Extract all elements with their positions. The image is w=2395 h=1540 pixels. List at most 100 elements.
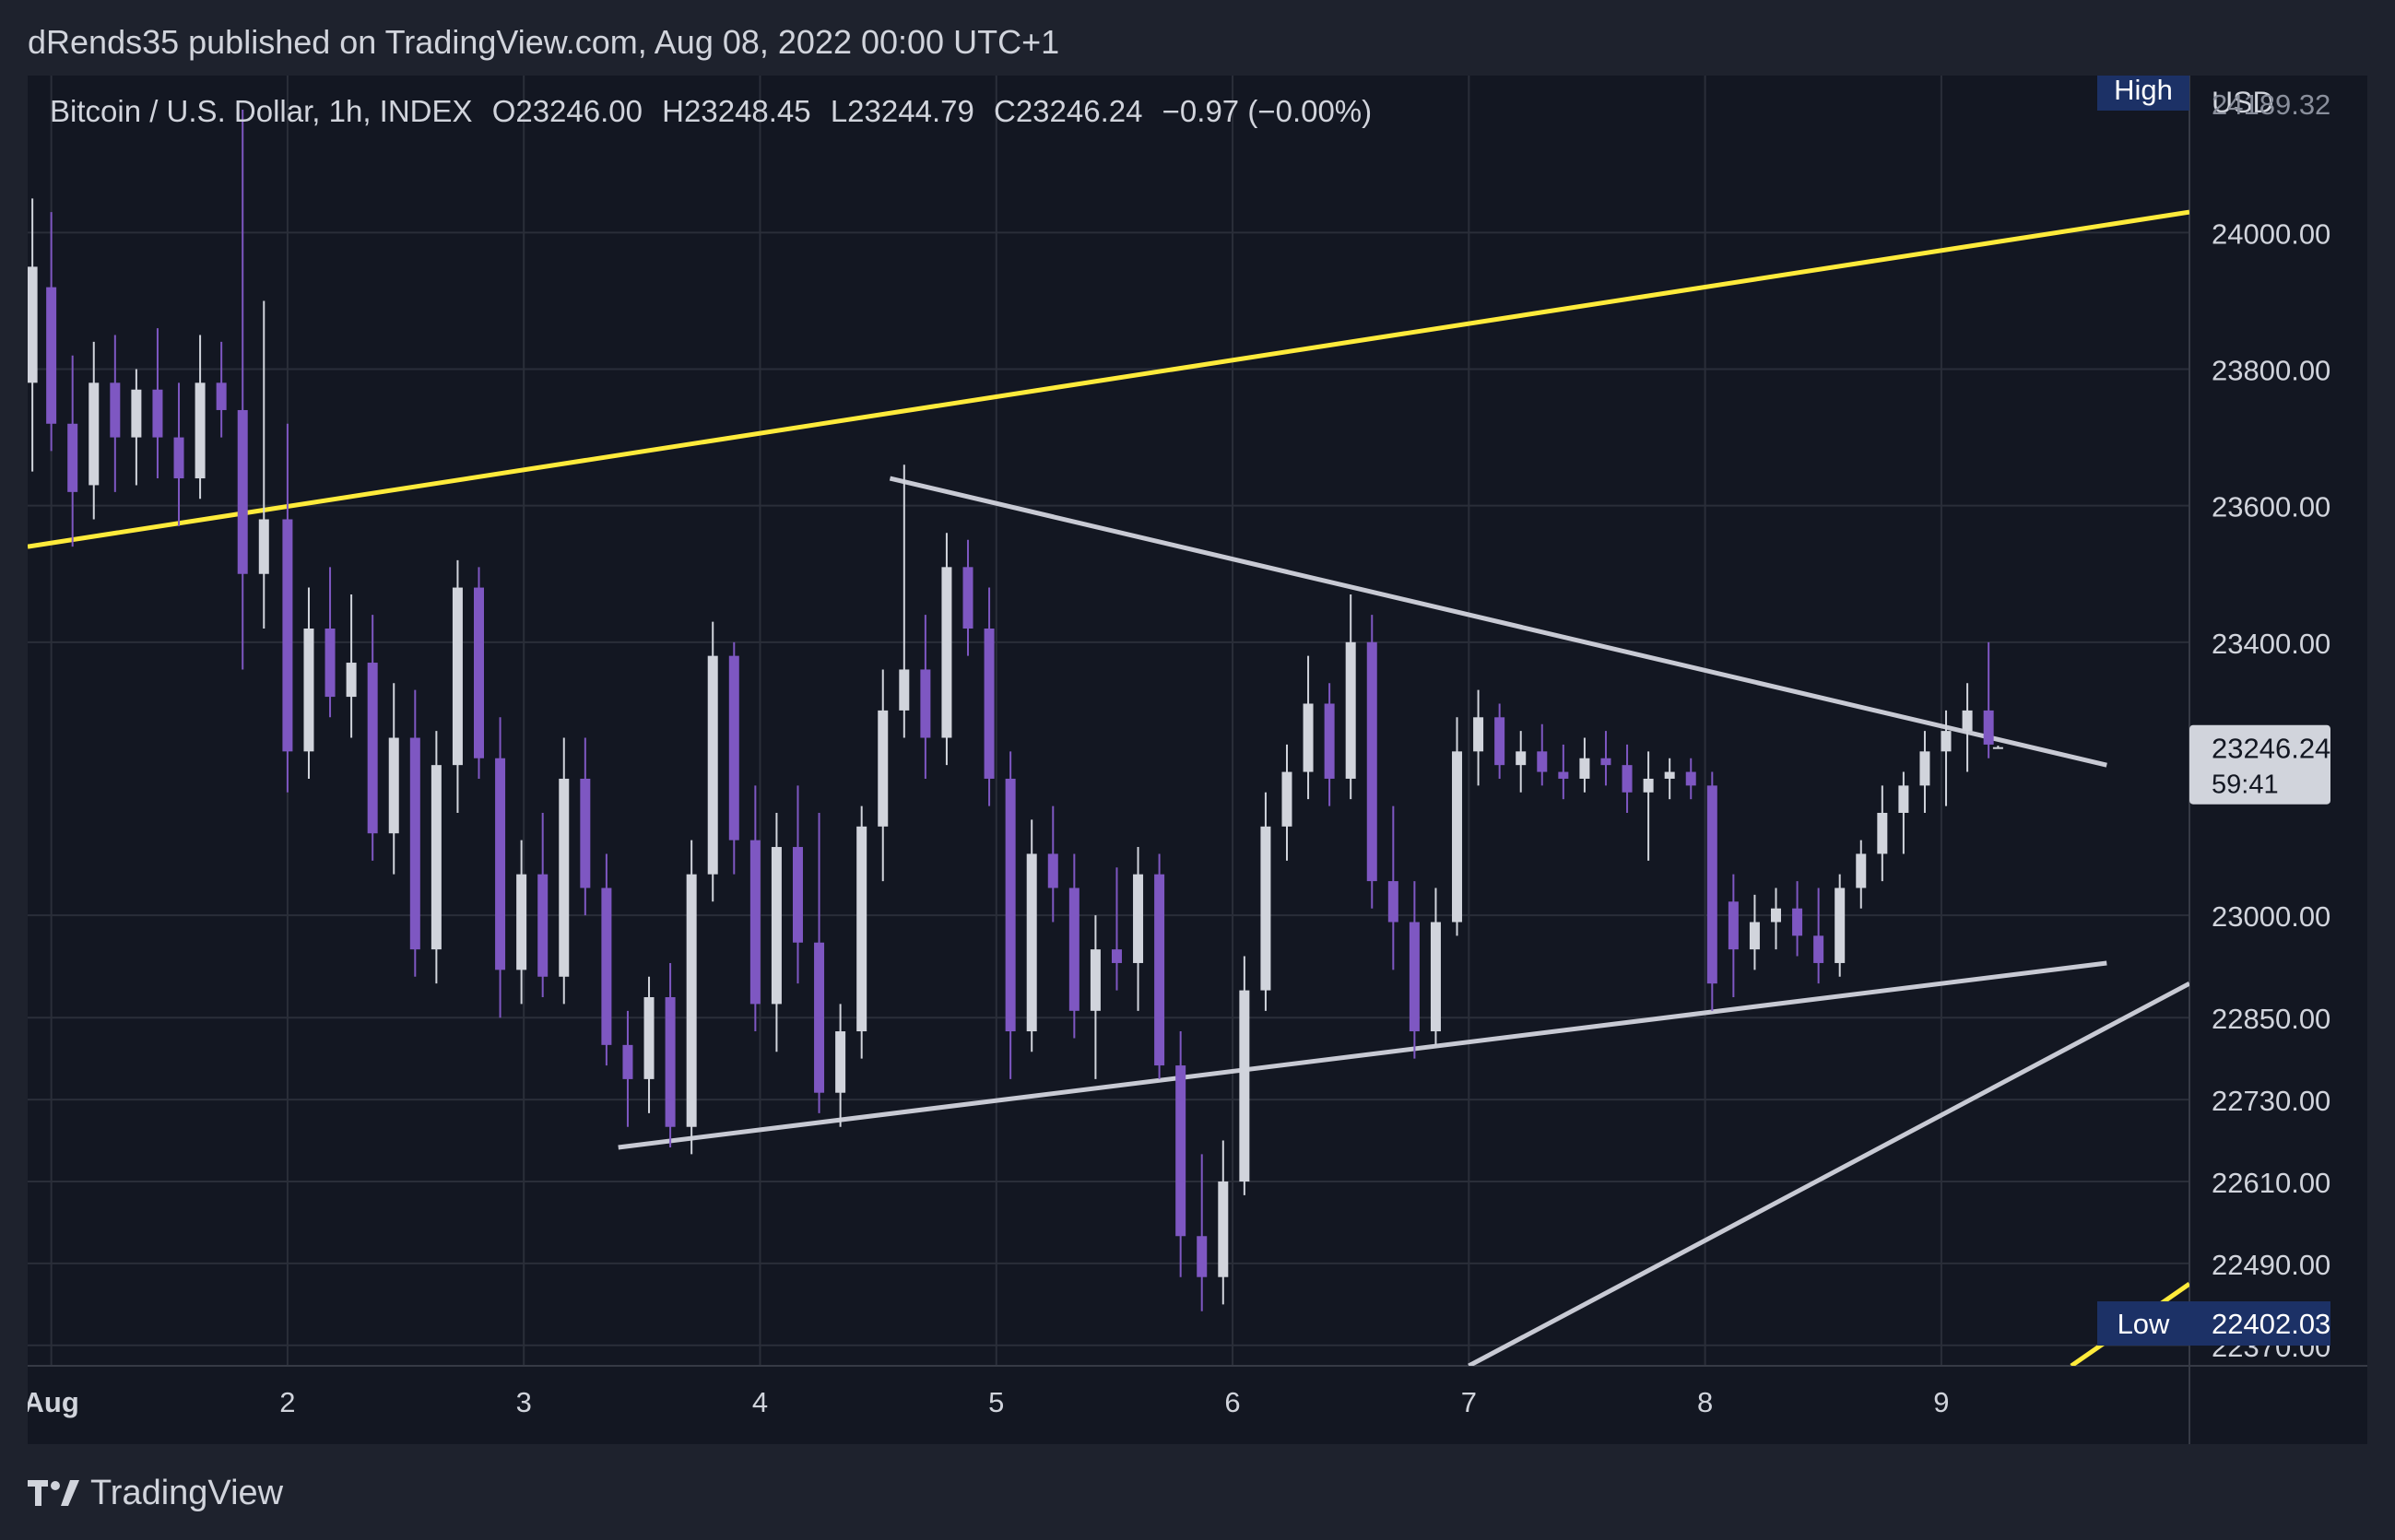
y-tick-label: 22850.00 — [2212, 1003, 2330, 1035]
candle-body — [771, 847, 782, 1005]
candle-body — [1537, 751, 1548, 772]
legend-change: −0.97 (−0.00%) — [1162, 94, 1373, 128]
candle-body — [580, 778, 591, 888]
candle-body — [1749, 922, 1760, 950]
candle-body — [28, 266, 38, 383]
candle-body — [1941, 731, 1952, 752]
candle-body — [1111, 949, 1122, 963]
candle-body — [1345, 641, 1356, 779]
y-tick-label: 22610.00 — [2212, 1167, 2330, 1199]
candle-body — [1898, 785, 1909, 813]
candle-body — [856, 826, 867, 1032]
candle-body — [1197, 1236, 1208, 1277]
candle-body — [1919, 751, 1930, 786]
candle-body — [814, 942, 825, 1093]
candle-body — [1771, 908, 1782, 923]
y-tick-label: 23600.00 — [2212, 491, 2330, 523]
candle-body — [1622, 765, 1633, 793]
price-badges: High 24189.32 Low 22402.03 23246.24 59:41 — [2097, 76, 2330, 1346]
candle-body — [622, 1044, 633, 1079]
x-tick-label: 9 — [1933, 1386, 1949, 1418]
candle-body — [388, 737, 399, 834]
x-tick-label: 5 — [988, 1386, 1004, 1418]
candle-body — [899, 669, 910, 711]
candle-body — [1579, 758, 1590, 779]
candle-body — [878, 710, 889, 827]
candle-body — [1877, 813, 1888, 854]
candle-body — [67, 423, 78, 492]
candle-body — [707, 655, 718, 875]
candlestick-chart[interactable]: 24000.00 23800.00 23600.00 23400.00 23000.00… — [28, 76, 2367, 1444]
candle-body — [1005, 778, 1016, 1032]
y-tick-label: 22490.00 — [2212, 1249, 2330, 1281]
candle-body — [559, 778, 570, 977]
low-badge-label: Low — [2118, 1308, 2170, 1340]
trend-lines[interactable] — [28, 209, 2189, 1366]
candle-body — [1324, 703, 1335, 779]
candle-body — [1366, 641, 1377, 882]
candle-body — [1643, 778, 1654, 793]
candle-body — [173, 437, 184, 479]
candle-body — [1281, 771, 1292, 827]
candle-body — [686, 874, 697, 1127]
candle-body — [258, 519, 269, 574]
legend-open: O23246.00 — [491, 94, 643, 128]
candle-body — [835, 1031, 846, 1093]
candle-body — [495, 758, 506, 970]
high-badge — [2097, 76, 2189, 111]
high-badge-label: High — [2114, 76, 2173, 106]
candles[interactable] — [28, 110, 2003, 1311]
price-axis[interactable]: 24000.00 23800.00 23600.00 23400.00 23000.00… — [2212, 86, 2330, 1363]
trendline-upper-channel — [28, 209, 2189, 549]
candle-body — [216, 382, 227, 410]
trendline-triangle-upper — [889, 476, 2107, 768]
candle-body — [1962, 710, 1973, 732]
candle-body — [1239, 990, 1250, 1181]
candle-body — [1090, 949, 1101, 1011]
candle-body — [431, 765, 442, 950]
candle-body — [728, 655, 739, 841]
candle-body — [1728, 901, 1739, 950]
candle-body — [1792, 908, 1803, 936]
y-tick-label: 24000.00 — [2212, 217, 2330, 250]
candle-body — [88, 382, 100, 486]
y-tick-label: 23000.00 — [2212, 900, 2330, 933]
legend-high: H23248.45 — [662, 94, 811, 128]
candle-body — [1133, 874, 1144, 963]
candle-body — [1494, 717, 1505, 766]
legend-symbol: Bitcoin / U.S. Dollar, 1h, INDEX — [50, 94, 473, 128]
chart-panel[interactable]: 24000.00 23800.00 23600.00 23400.00 23000.00… — [28, 76, 2367, 1444]
candle-body — [1664, 771, 1675, 779]
candle-body — [1813, 935, 1824, 963]
tradingview-logo-icon — [28, 1480, 79, 1506]
candle-body — [152, 389, 163, 438]
candle-body — [537, 874, 549, 977]
candle-body — [941, 567, 952, 738]
candle-body — [195, 382, 206, 479]
candle-body — [1387, 881, 1398, 923]
candle-body — [962, 567, 973, 629]
candle-body — [46, 287, 57, 424]
candle-body — [1218, 1181, 1229, 1277]
candle-body — [1856, 853, 1867, 888]
currency-label: USD — [2212, 86, 2274, 119]
candle-body — [1835, 888, 1846, 963]
candle-body — [324, 629, 336, 698]
candle-body — [749, 840, 761, 1005]
candle-body — [1983, 710, 1994, 745]
candle-body — [643, 997, 655, 1079]
candle-body — [1558, 771, 1569, 779]
candle-body — [1706, 785, 1717, 984]
symbol-legend: Bitcoin / U.S. Dollar, 1h, INDEX O23246.… — [50, 94, 1383, 129]
candle-body — [1154, 874, 1165, 1066]
candle-body — [1026, 853, 1037, 1032]
candle-body — [1685, 771, 1696, 786]
candle-body — [1047, 853, 1058, 888]
time-axis[interactable]: 31Aug23456789 — [28, 1386, 1950, 1418]
candle-body — [1452, 751, 1463, 923]
y-tick-label: 22730.00 — [2212, 1085, 2330, 1117]
x-tick-label: Aug — [28, 1386, 79, 1418]
low-badge — [2097, 1301, 2189, 1346]
footer-brand: TradingView — [90, 1473, 284, 1512]
candle-body — [452, 587, 463, 766]
